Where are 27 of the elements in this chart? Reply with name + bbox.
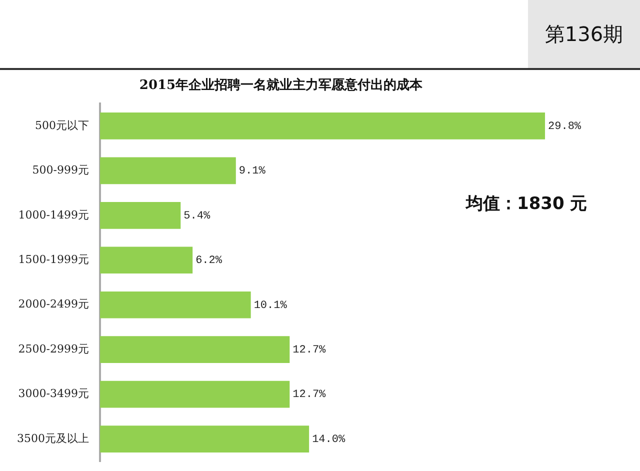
bar: [100, 380, 290, 408]
y-tick-label: 1500-1999元: [18, 252, 89, 266]
bar: [100, 291, 251, 318]
y-tick-label: 500元以下: [34, 118, 89, 132]
bar: [100, 112, 546, 140]
y-tick-label: 500-999元: [32, 164, 89, 177]
chart-title: 2015年企业招聘一名就业主力军愿意付出的成本: [139, 77, 424, 94]
bar: [100, 157, 236, 184]
y-tick-label: 3500元及以上: [16, 432, 89, 445]
data-label: 6.2%: [196, 255, 222, 268]
bar: [100, 202, 181, 229]
data-label: 5.4%: [184, 210, 210, 222]
y-tick-label: 1000-1499元: [18, 208, 89, 222]
data-label: 10.1%: [254, 300, 288, 312]
annotation: 均值：1830 元: [466, 193, 588, 215]
data-label: 29.8%: [548, 120, 582, 133]
bar: [100, 426, 310, 452]
y-tick-label: 2000-2499元: [18, 298, 89, 311]
y-tick-label: 2500-2999元: [18, 342, 89, 356]
data-label: 9.1%: [238, 166, 266, 178]
y-tick-label: 3000-3499元: [18, 387, 89, 400]
data-label: 12.7%: [292, 344, 326, 356]
text: 第136期: [528, 0, 640, 68]
bar: [100, 336, 290, 364]
data-label: 12.7%: [292, 389, 326, 402]
bar: [100, 246, 193, 274]
data-label: 14.0%: [312, 434, 346, 446]
